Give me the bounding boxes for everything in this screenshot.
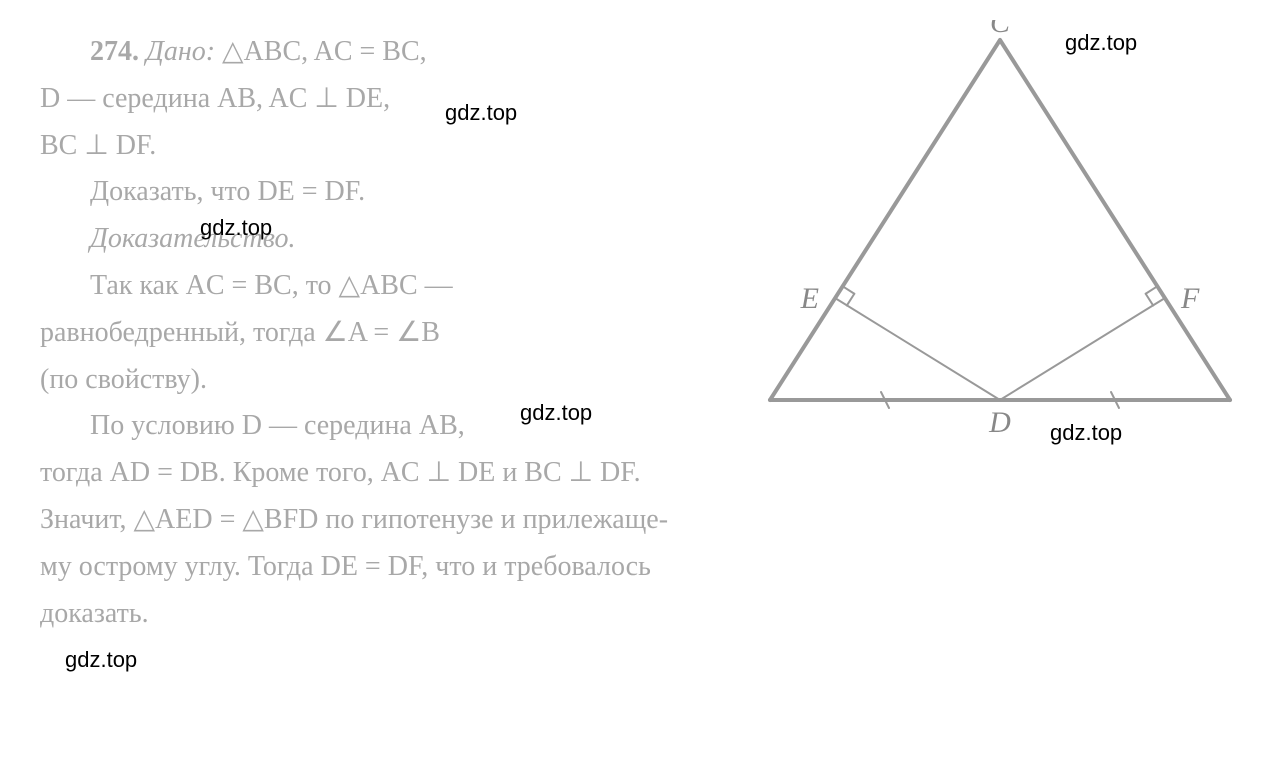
line4: Так как AC = BC, то △ABC — (40, 264, 770, 309)
line3: BC ⊥ DF. (40, 124, 770, 169)
line-given: 274. Дано: △ABC, AC = BC, (40, 30, 770, 75)
svg-text:F: F (1180, 282, 1200, 315)
line9: Значит, △AED = △BFD по гипотенузе и прил… (40, 498, 1240, 543)
watermark-1: gdz.top (445, 100, 517, 126)
line1-rest: △ABC, AC = BC, (222, 36, 427, 67)
line10: му острому углу. Тогда DE = DF, что и тр… (40, 545, 1240, 590)
problem-number: 274. (90, 36, 139, 67)
line11: доказать. (40, 592, 1240, 637)
svg-text:D: D (988, 406, 1011, 439)
prove-line: Доказать, что DE = DF. (40, 170, 770, 215)
watermark-5: gdz.top (1065, 30, 1137, 56)
prove-label: Доказать, что (90, 176, 257, 207)
given-label: Дано: (146, 36, 215, 67)
line5: равнобедренный, тогда ∠A = ∠B (40, 311, 770, 356)
svg-text:C: C (990, 20, 1011, 39)
line2: D — середина AB, AC ⊥ DE, (40, 77, 770, 122)
watermark-3: gdz.top (520, 400, 592, 426)
svg-text:E: E (800, 282, 819, 315)
triangle-diagram: CABDEF (760, 20, 1240, 460)
proof-label: Доказательство. (40, 217, 770, 262)
triangle-svg: CABDEF (760, 20, 1240, 460)
watermark-2: gdz.top (200, 215, 272, 241)
watermark-4: gdz.top (1050, 420, 1122, 446)
prove-rest: DE = DF. (257, 176, 365, 207)
line6: (по свойству). (40, 358, 770, 403)
watermark-6: gdz.top (65, 647, 137, 673)
problem-text-narrow: 274. Дано: △ABC, AC = BC, D — середина A… (40, 30, 770, 402)
